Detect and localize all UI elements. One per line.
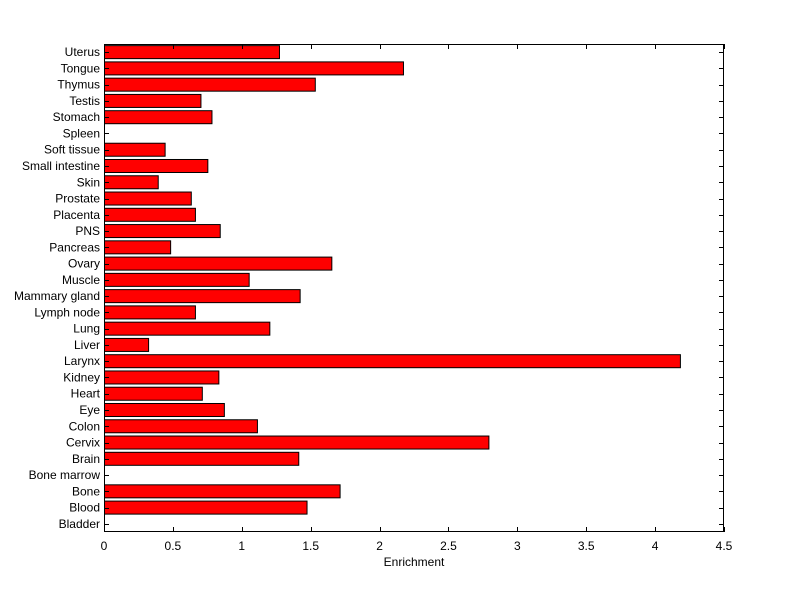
x-tick-label: 1	[238, 539, 245, 553]
bar-liver	[104, 337, 150, 352]
bar-lung	[104, 321, 271, 336]
bar-heart	[104, 386, 203, 401]
y-tick-label: Soft tissue	[44, 143, 100, 157]
y-tick-label: Prostate	[55, 192, 100, 206]
y-tick-label: Bone marrow	[29, 468, 101, 482]
y-tick-label: Larynx	[64, 354, 100, 368]
y-tick-label: Thymus	[57, 78, 100, 92]
x-tick-label: 0	[101, 539, 108, 553]
x-tick-label: 4	[652, 539, 659, 553]
bar-skin	[104, 175, 159, 190]
y-tick-label: Cervix	[66, 436, 100, 450]
y-tick-label: Eye	[79, 403, 100, 417]
y-tick-label: Spleen	[63, 126, 100, 140]
bar-testis	[104, 93, 202, 108]
bar-prostate	[104, 191, 192, 206]
labels-group: Bladder Blood Bone Bone marrow Brain Cervix Co…	[14, 45, 733, 553]
y-tick-label: Testis	[69, 94, 100, 108]
y-tick-label: Tongue	[61, 61, 101, 75]
bar-cervix	[104, 435, 490, 450]
y-tick-label: Lymph node	[34, 305, 100, 319]
y-tick-label: PNS	[75, 224, 100, 238]
y-tick-label: Muscle	[62, 273, 100, 287]
y-tick-label: Bone	[72, 484, 100, 498]
bar-muscle	[104, 272, 250, 287]
bar-stomach	[104, 110, 213, 125]
bar-small-intestine	[104, 158, 209, 174]
y-tick-label: Blood	[69, 501, 100, 515]
bar-brain	[104, 451, 300, 466]
x-tick-label: 1.5	[302, 539, 319, 553]
bar-soft-tissue	[104, 142, 166, 157]
y-tick-label: Skin	[77, 175, 100, 189]
y-tick-label: Liver	[74, 338, 100, 352]
bar-eye	[104, 402, 225, 418]
bar-mammary-gland	[104, 289, 301, 304]
y-tick-label: Brain	[72, 452, 100, 466]
y-tick-label: Small intestine	[22, 159, 100, 173]
bar-bone	[104, 484, 341, 499]
y-tick-label: Colon	[69, 419, 100, 433]
x-tick-label: 3	[514, 539, 521, 553]
bar-pns	[104, 224, 221, 239]
x-tick-label: 4.5	[716, 539, 733, 553]
bar-thymus	[104, 77, 316, 92]
y-tick-label: Mammary gland	[14, 289, 100, 303]
y-tick-label: Uterus	[65, 45, 100, 59]
x-tick-label: 3.5	[578, 539, 595, 553]
y-tick-label: Bladder	[59, 517, 100, 531]
y-tick-label: Lung	[73, 322, 100, 336]
y-tick-label: Stomach	[53, 110, 100, 124]
plot-area	[104, 44, 724, 532]
bar-blood	[104, 500, 308, 515]
bar-placenta	[104, 207, 196, 222]
plot-frame	[104, 44, 724, 532]
y-tick-label: Ovary	[68, 257, 100, 271]
bar-kidney	[104, 370, 220, 385]
bar-uterus	[104, 45, 280, 60]
y-tick-label: Kidney	[63, 370, 100, 384]
x-tick-label: 0.5	[165, 539, 182, 553]
bar-ovary	[104, 256, 333, 271]
bar-larynx	[104, 354, 681, 369]
y-tick-label: Pancreas	[49, 240, 100, 254]
y-tick-label: Placenta	[53, 208, 100, 222]
y-tick-label: Heart	[71, 387, 101, 401]
bar-lymph-node	[104, 305, 196, 320]
bar-tongue	[104, 61, 404, 76]
x-axis-label: Enrichment	[384, 555, 445, 569]
bar-pancreas	[104, 240, 172, 255]
x-tick-label: 2	[376, 539, 383, 553]
x-tick-label: 2.5	[440, 539, 457, 553]
bar-colon	[104, 419, 258, 434]
